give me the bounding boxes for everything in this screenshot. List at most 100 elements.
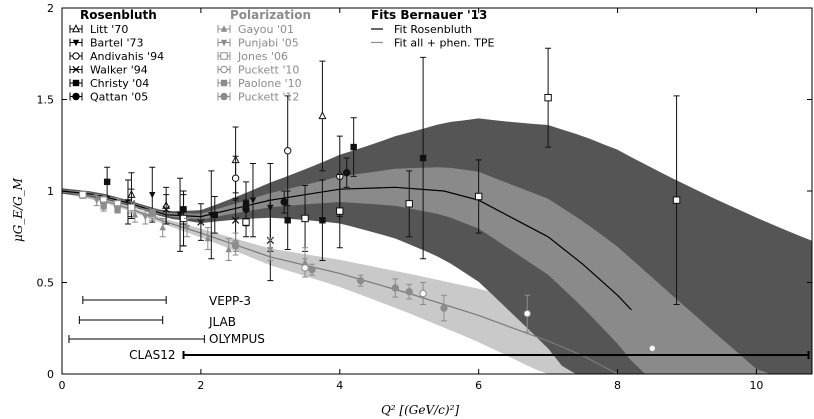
- range-vepp-3: VEPP-3: [82, 294, 251, 308]
- data-point: [318, 111, 327, 120]
- data-point: [249, 197, 257, 204]
- legend-label: Qattan '05: [90, 91, 148, 104]
- legend-entry: Christy '04: [69, 77, 149, 90]
- x-tick-label: 8: [614, 379, 621, 392]
- data-point: [93, 197, 100, 204]
- legend-marker: [220, 25, 228, 32]
- y-tick-label: 0.5: [37, 277, 55, 290]
- x-tick-label: 0: [59, 379, 66, 392]
- data-point: [142, 213, 149, 221]
- range-bar: [82, 296, 167, 304]
- x-tick-label: 4: [336, 379, 343, 392]
- legend: Rosenbluth Polarization Fits Bernauer '13 L…: [69, 8, 494, 104]
- data-point: [100, 202, 107, 209]
- data-point: [405, 200, 413, 208]
- legend-label: Bartel '73: [90, 37, 143, 50]
- legend-marker: [71, 24, 81, 33]
- series-qattan-05: [242, 157, 351, 219]
- data-point: [283, 147, 292, 155]
- legend-marker: [220, 92, 228, 101]
- data-point: [280, 198, 288, 206]
- legend-entry: Walker '94: [69, 64, 148, 77]
- data-point: [474, 192, 483, 201]
- legend-marker: [72, 65, 80, 74]
- legend-label: Gayou '01: [238, 23, 294, 36]
- legend-marker: [220, 79, 228, 87]
- legend-label: Puckett '12: [238, 91, 299, 104]
- legend-entry: Gayou '01: [217, 23, 294, 36]
- y-tick-label: 0: [47, 368, 54, 381]
- data-point: [131, 211, 139, 218]
- legend-entry: Puckett '12: [217, 91, 299, 104]
- legend-entry: Puckett '10: [217, 64, 299, 77]
- data-point: [319, 217, 326, 224]
- series-paolone-10: [100, 201, 156, 218]
- legend-entry: Litt '70: [69, 23, 128, 36]
- tpe-fit-band: [62, 188, 812, 374]
- legend-entry: Qattan '05: [69, 91, 148, 104]
- legend-marker: [72, 39, 80, 47]
- y-tick-label: 1.5: [37, 94, 55, 107]
- data-point: [159, 223, 166, 231]
- legend-label: Fit all + phen. TPE: [394, 37, 494, 50]
- data-point: [127, 203, 136, 212]
- y-axis-label: μG_E/G_M: [11, 177, 25, 242]
- data-point: [350, 143, 357, 151]
- data-point: [301, 264, 309, 272]
- legend-entry: Andivahis '94: [69, 50, 164, 63]
- range-label: CLAS12: [129, 348, 175, 362]
- uncertainty-bands: [62, 118, 812, 375]
- legend-header-polarization: Polarization: [230, 8, 311, 22]
- range-bar: [78, 316, 164, 324]
- legend-entry: Jones '06: [217, 50, 288, 63]
- legend-label: Christy '04: [90, 77, 149, 90]
- data-point: [356, 276, 365, 285]
- data-point: [149, 209, 156, 217]
- data-point: [114, 206, 121, 213]
- range-label: JLAB: [208, 315, 236, 329]
- series-puckett-12: [231, 239, 448, 322]
- range-jlab: JLAB: [78, 315, 236, 329]
- legend-label: Litt '70: [90, 23, 128, 36]
- y-tick-label: 1: [47, 185, 54, 198]
- data-point: [336, 207, 344, 215]
- legend-marker: [72, 92, 80, 101]
- data-point: [523, 309, 531, 318]
- range-bar: [182, 351, 810, 359]
- data-point: [204, 234, 212, 242]
- data-point: [267, 246, 274, 254]
- data-point: [440, 304, 448, 312]
- axes: 0 2 4 6 8 10 0 0.5 1 1.5 2: [37, 2, 813, 392]
- y-tick-label: 2: [47, 2, 54, 15]
- data-point: [419, 289, 427, 298]
- data-point: [211, 211, 218, 218]
- data-points: [79, 47, 681, 375]
- legend-header-fits: Fits Bernauer '13: [371, 8, 487, 22]
- legend-entry: Fit Rosenbluth: [371, 23, 472, 36]
- legend-marker: [72, 52, 80, 60]
- data-point: [149, 191, 156, 199]
- data-point: [301, 214, 309, 223]
- legend-marker: [220, 65, 228, 74]
- x-axis-label: Q² [(GeV/c)²]: [381, 403, 459, 417]
- rosenbluth-fit-curve: [61, 186, 632, 311]
- data-point: [544, 93, 552, 102]
- legend-label: Jones '06: [237, 50, 288, 63]
- data-point: [162, 205, 170, 213]
- legend-marker: [220, 39, 228, 47]
- data-point: [231, 216, 240, 224]
- legend-label: Fit Rosenbluth: [394, 23, 472, 36]
- range-label: OLYMPUS: [209, 332, 265, 346]
- x-tick-label: 10: [749, 379, 763, 392]
- x-tick-label: 2: [197, 379, 204, 392]
- data-point: [405, 287, 413, 296]
- legend-marker: [72, 79, 80, 87]
- data-point: [231, 242, 240, 250]
- legend-entry: Punjabi '05: [217, 37, 299, 50]
- legend-label: Paolone '10: [238, 77, 302, 90]
- rosenbluth-fit-band-inner: [62, 167, 812, 374]
- legend-marker: [220, 52, 228, 60]
- legend-label: Walker '94: [90, 64, 148, 77]
- legend-entry: Paolone '10: [217, 77, 302, 90]
- range-label: VEPP-3: [209, 294, 251, 308]
